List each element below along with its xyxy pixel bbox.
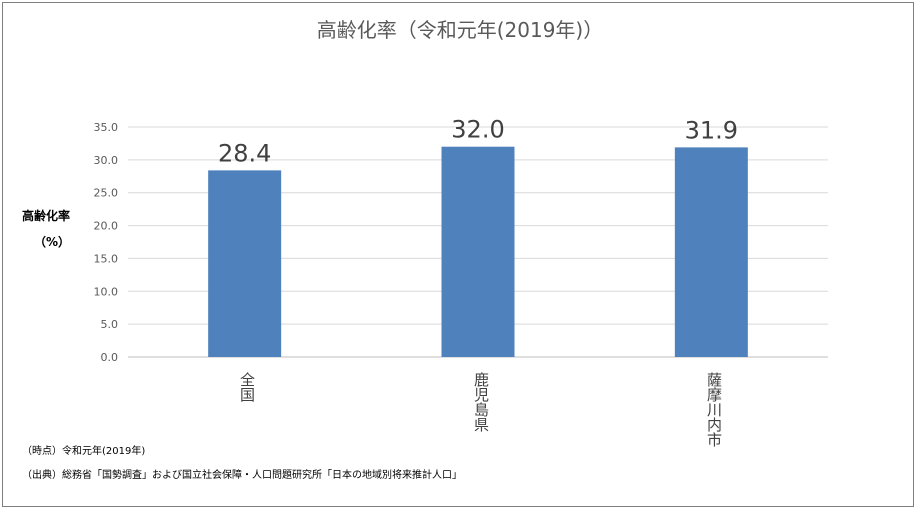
- y-tick-label: 20.0: [94, 220, 119, 233]
- y-tick-label: 35.0: [94, 121, 119, 134]
- bar: [441, 146, 515, 357]
- y-tick-label: 0.0: [101, 351, 119, 364]
- data-label: 32.0: [451, 116, 504, 144]
- category-label-national: 全国: [238, 372, 256, 402]
- chart-title: 高齢化率（令和元年(2019年)）: [316, 18, 604, 42]
- category-label-satsumasendai: 薩摩川内市: [705, 372, 723, 447]
- bar: [208, 170, 282, 357]
- y-axis-unit-label: （%）: [34, 235, 71, 249]
- data-label: 31.9: [685, 116, 738, 144]
- bar: [674, 147, 748, 357]
- y-axis-label: 高齢化率: [22, 209, 71, 223]
- y-tick-label: 25.0: [94, 187, 119, 200]
- time-note: （時点）令和元年(2019年): [22, 446, 146, 457]
- y-tick-label: 5.0: [101, 318, 119, 331]
- data-label: 28.4: [218, 139, 271, 167]
- y-tick-label: 30.0: [94, 154, 119, 167]
- source-note: （出典）総務省「国勢調査」および国立社会保障・人口問題研究所「日本の地域別将来推…: [22, 470, 462, 481]
- y-tick-label: 15.0: [94, 252, 119, 265]
- y-tick-label: 10.0: [94, 285, 119, 298]
- category-label-kagoshima: 鹿児島県: [472, 372, 490, 432]
